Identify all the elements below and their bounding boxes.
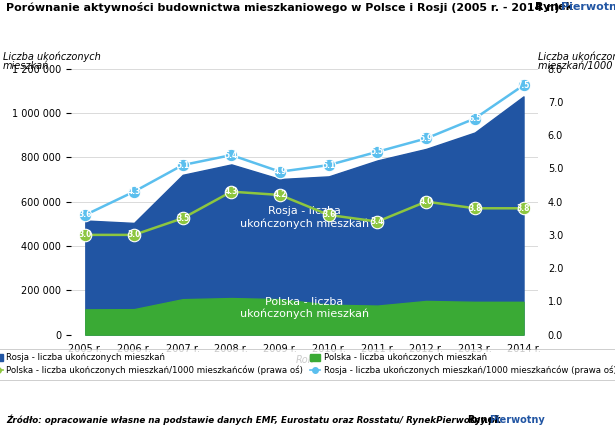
Text: 5.5: 5.5: [371, 147, 384, 156]
Text: 3.0: 3.0: [79, 230, 92, 239]
Text: 3.5: 3.5: [176, 214, 189, 223]
Text: 4.2: 4.2: [274, 190, 287, 199]
Text: Polska - liczba
ukończonych mieszkań: Polska - liczba ukończonych mieszkań: [240, 297, 369, 319]
Text: 3.8: 3.8: [517, 204, 530, 213]
Text: 3.8: 3.8: [468, 204, 482, 213]
Text: 5.1: 5.1: [176, 160, 189, 169]
Text: 6.5: 6.5: [468, 114, 482, 123]
Text: 7.5: 7.5: [517, 81, 530, 90]
Text: 5.1: 5.1: [322, 160, 335, 169]
Text: 4.0: 4.0: [419, 197, 433, 206]
Text: Rynek: Rynek: [535, 2, 573, 12]
Text: Rok: Rok: [295, 354, 314, 365]
Text: Liczba ukończonych: Liczba ukończonych: [538, 52, 615, 62]
Text: 4.3: 4.3: [127, 187, 141, 196]
Text: Źródło: opracowanie własne na podstawie danych EMF, Eurostatu oraz Rosstatu/ Ryn: Źródło: opracowanie własne na podstawie …: [6, 414, 498, 425]
Text: 4.3: 4.3: [224, 187, 238, 196]
Text: mieszkań: mieszkań: [3, 61, 49, 71]
Text: Pierwotny: Pierwotny: [561, 2, 615, 12]
Text: Rynek: Rynek: [467, 415, 501, 425]
Text: mieszkań/1000 osób: mieszkań/1000 osób: [538, 61, 615, 71]
Legend: Rosja - liczba ukończonych mieszkań, Polska - liczba ukończonych mieszkań/1000 m: Rosja - liczba ukończonych mieszkań, Pol…: [0, 349, 615, 380]
Text: 3.6: 3.6: [322, 211, 335, 219]
Text: 5.4: 5.4: [224, 151, 238, 160]
Text: 5.9: 5.9: [419, 134, 433, 143]
Text: Porównanie aktywności budownictwa mieszkaniowego w Polsce i Rosji (2005 r. - 201: Porównanie aktywności budownictwa mieszk…: [6, 2, 560, 13]
Text: 4.9: 4.9: [274, 167, 287, 176]
Text: 3.0: 3.0: [127, 230, 141, 239]
Text: Pierwotny: Pierwotny: [489, 415, 545, 425]
Text: Liczba ukończonych: Liczba ukończonych: [3, 52, 101, 62]
Text: 3.6: 3.6: [79, 211, 92, 219]
Text: Rosja - liczba
ukończonych mieszkań: Rosja - liczba ukończonych mieszkań: [240, 206, 369, 229]
Text: 3.4: 3.4: [371, 217, 384, 226]
